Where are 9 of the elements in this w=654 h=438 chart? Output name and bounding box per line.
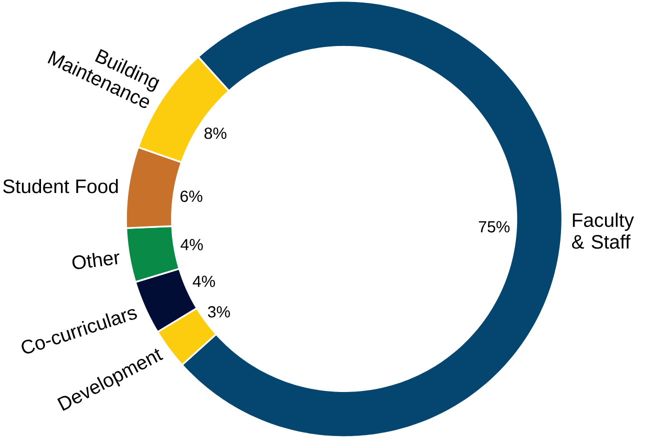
data-label: 75% [478,221,510,232]
slice-label: Student Food [3,178,118,194]
slice-label: Faculty & Staff [572,212,634,249]
slice-label: Other [72,252,120,270]
data-label: 6% [180,190,202,202]
data-label: 4% [192,276,215,287]
data-label: 8% [204,128,226,139]
data-label: 4% [180,239,203,250]
data-label: 3% [208,306,230,318]
